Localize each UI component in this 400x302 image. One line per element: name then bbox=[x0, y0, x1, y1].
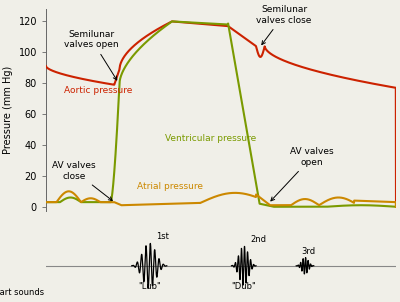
Text: "Dub": "Dub" bbox=[231, 282, 256, 291]
Text: Semilunar
valves open: Semilunar valves open bbox=[64, 30, 119, 80]
Text: 2nd: 2nd bbox=[251, 235, 267, 244]
Y-axis label: Pressure (mm Hg): Pressure (mm Hg) bbox=[3, 66, 13, 154]
Text: AV valves
close: AV valves close bbox=[52, 161, 112, 201]
Text: Aortic pressure: Aortic pressure bbox=[64, 86, 132, 95]
Text: Heart sounds: Heart sounds bbox=[0, 288, 44, 297]
Text: Atrial pressure: Atrial pressure bbox=[137, 182, 203, 191]
Text: 3rd: 3rd bbox=[302, 247, 316, 256]
Text: 1st: 1st bbox=[156, 232, 169, 241]
Text: "Lub": "Lub" bbox=[138, 282, 161, 291]
Text: Semilunar
valves close: Semilunar valves close bbox=[256, 5, 312, 45]
Text: AV valves
open: AV valves open bbox=[271, 147, 334, 201]
Text: Ventricular pressure: Ventricular pressure bbox=[165, 134, 256, 143]
